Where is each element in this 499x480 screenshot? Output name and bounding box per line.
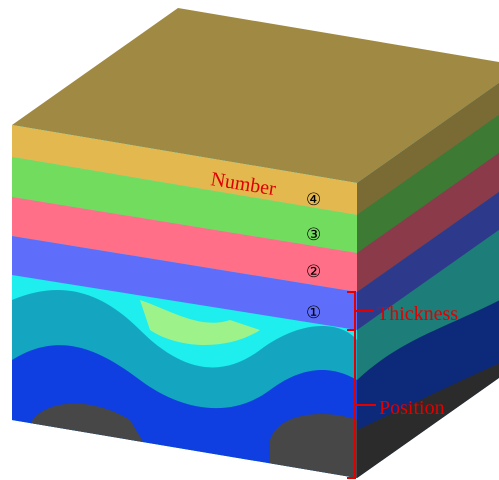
brackets — [347, 291, 376, 479]
side-face — [357, 66, 499, 478]
thickness-label: Thickness — [377, 303, 458, 325]
front-face — [12, 125, 357, 478]
layer-number: ② — [306, 262, 321, 281]
top-face — [12, 8, 499, 183]
position-label: Position — [379, 397, 445, 419]
layer-number: ① — [306, 303, 321, 322]
layer-number: ④ — [306, 190, 321, 209]
layer-number: ③ — [306, 225, 321, 244]
